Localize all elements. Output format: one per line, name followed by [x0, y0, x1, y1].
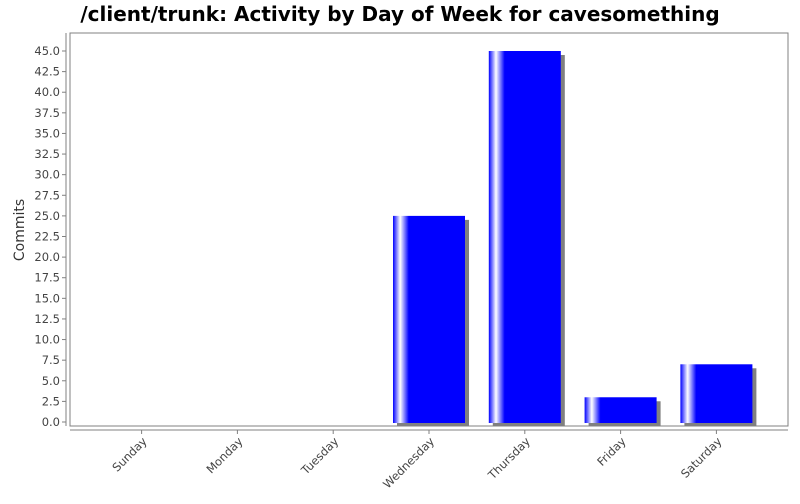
y-tick-label: 30.0 — [34, 168, 60, 182]
y-tick-label: 15.0 — [34, 291, 60, 305]
y-tick-label: 40.0 — [34, 85, 60, 99]
y-tick-label: 10.0 — [34, 333, 60, 347]
x-tick-label: Monday — [204, 434, 246, 476]
x-tick-label: Sunday — [109, 434, 149, 474]
y-tick-label: 17.5 — [34, 271, 60, 285]
bar-saturday — [680, 364, 753, 423]
y-tick-label: 7.5 — [42, 353, 60, 367]
y-tick-label: 42.5 — [34, 65, 60, 79]
y-tick-label: 12.5 — [34, 312, 60, 326]
y-tick-label: 27.5 — [34, 188, 60, 202]
y-tick-label: 0.0 — [42, 415, 60, 429]
y-tick-label: 45.0 — [34, 44, 60, 58]
x-tick-label: Saturday — [678, 434, 725, 481]
y-tick-label: 35.0 — [34, 126, 60, 140]
chart-title: /client/trunk: Activity by Day of Week f… — [80, 2, 719, 26]
y-tick-label: 5.0 — [42, 374, 60, 388]
y-tick-label: 20.0 — [34, 250, 60, 264]
bar-thursday — [488, 51, 561, 423]
x-tick-label: Friday — [594, 434, 629, 469]
y-tick-label: 22.5 — [34, 230, 60, 244]
y-tick-label: 2.5 — [42, 394, 60, 408]
y-tick-label: 32.5 — [34, 147, 60, 161]
y-tick-label: 25.0 — [34, 209, 60, 223]
x-tick-label: Tuesday — [298, 434, 342, 478]
bar-wednesday — [393, 215, 465, 423]
x-tick-label: Wednesday — [380, 434, 437, 491]
bar-friday — [584, 397, 657, 423]
y-tick-label: 37.5 — [34, 106, 60, 120]
y-axis-label: Commits — [12, 199, 28, 261]
x-tick-label: Thursday — [484, 434, 533, 483]
